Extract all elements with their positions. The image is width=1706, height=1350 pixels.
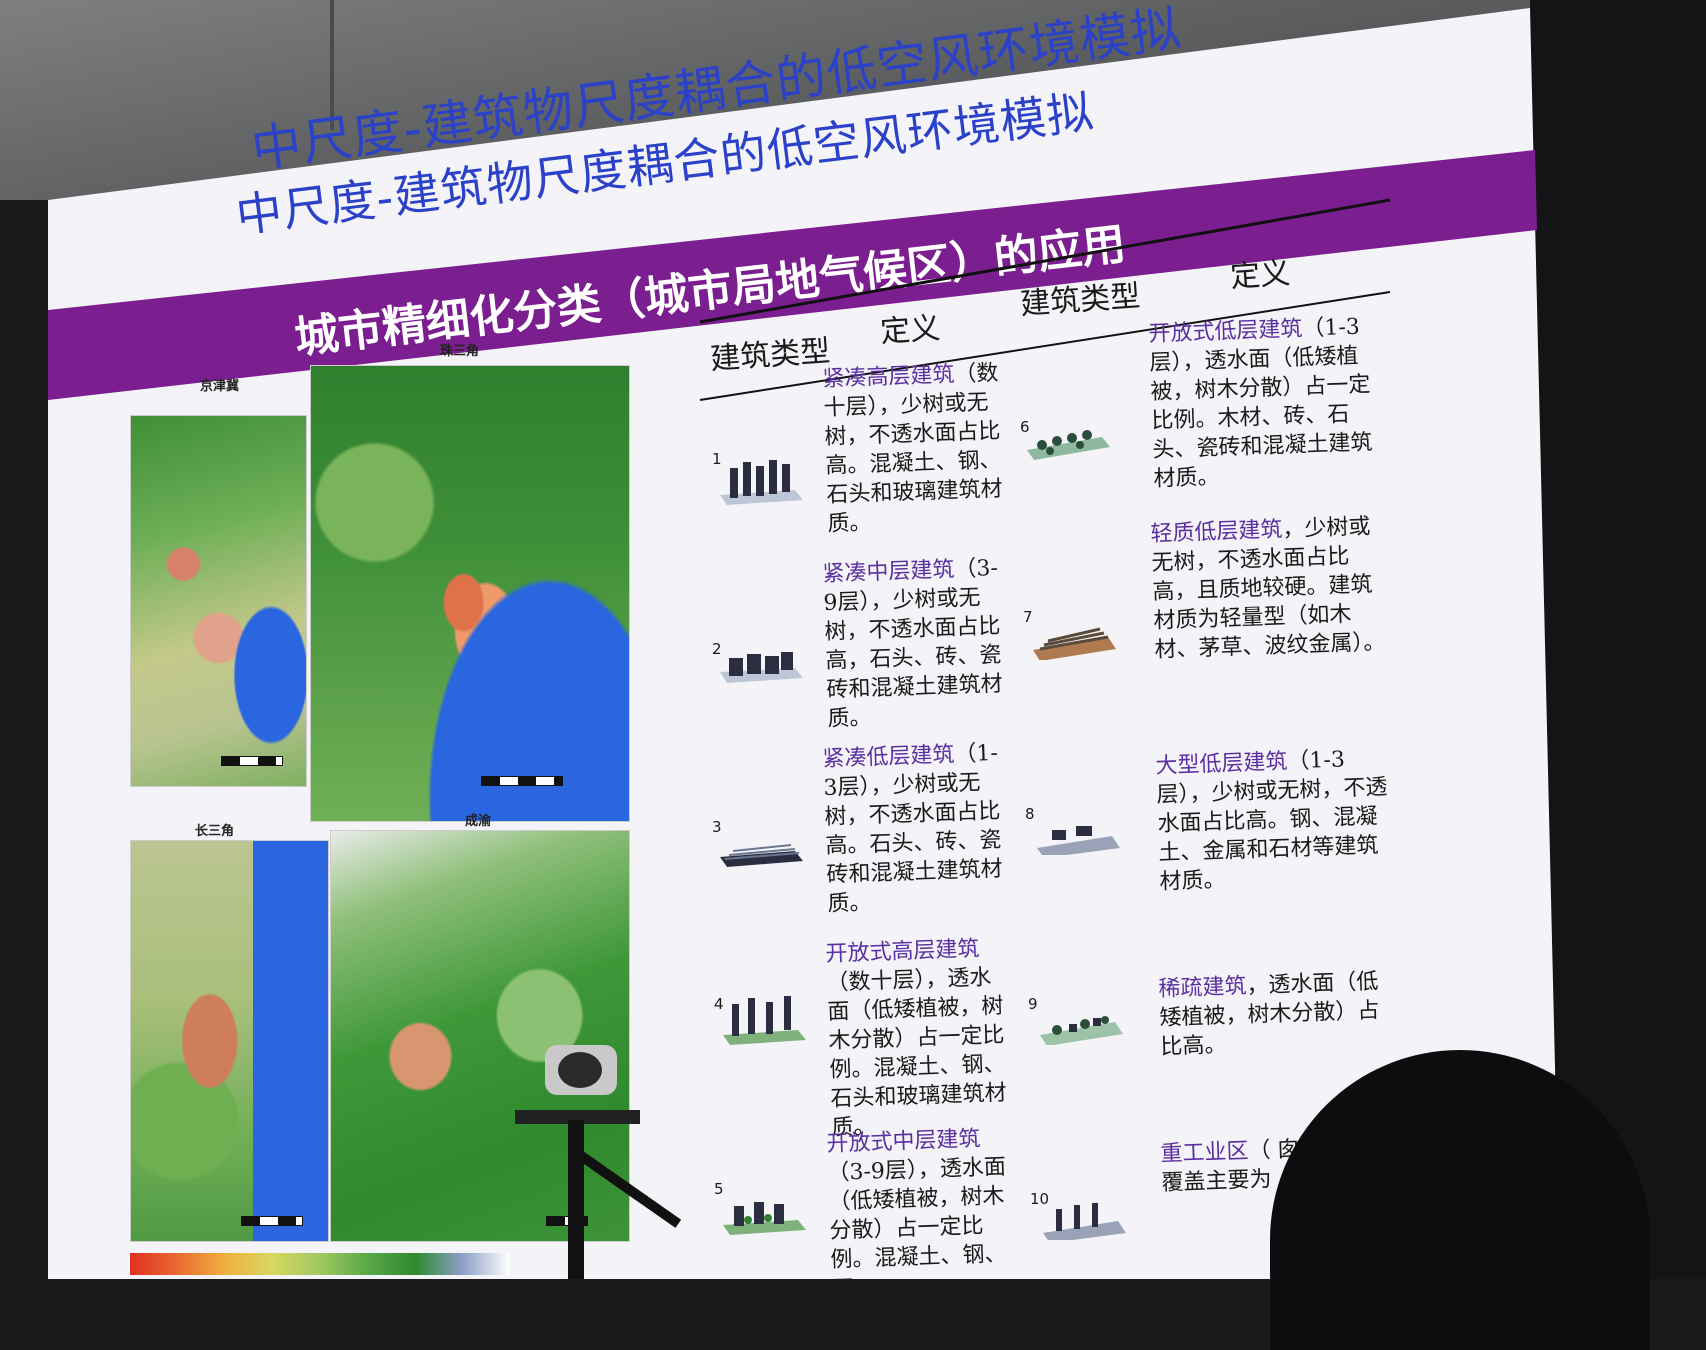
- row-definition: 大型低层建筑（1-3层），少树或无树，不透水面占比高。钢、混凝土、金属和石材等建…: [1155, 744, 1395, 897]
- ceiling-seam: [330, 0, 334, 130]
- row-number: 4: [714, 995, 724, 1013]
- scale-bar: [546, 1216, 588, 1226]
- row-text: （3-9层），透水面（低矮植被，树木分散）占一定比例。混凝土、钢、石: [827, 1154, 1007, 1302]
- row-keyword: 紧凑高层建筑: [822, 362, 955, 392]
- row-definition: 开放式高层建筑（数十层），透水面（低矮植被，树木分散）占一定比例。混凝土、钢、石…: [825, 934, 1017, 1143]
- row-number: 7: [1023, 608, 1033, 626]
- row-number: 6: [1020, 418, 1030, 436]
- map-label-zsj: 珠三角: [440, 344, 480, 359]
- map-label-csj: 长三角: [195, 824, 235, 839]
- map-cy: [330, 830, 630, 1242]
- header-def-left: 定义: [879, 310, 942, 351]
- map-label-cy: 成渝: [465, 814, 492, 829]
- row-definition: 开放式中层建筑（3-9层），透水面（低矮植被，树木分散）占一定比例。混凝土、钢、…: [826, 1124, 1017, 1304]
- lightweight-lowrise-icon: [1033, 627, 1116, 660]
- map-jjj: [130, 415, 307, 787]
- row-keyword: 开放式高层建筑: [825, 936, 980, 967]
- map-label-jjj: 京津冀: [200, 379, 240, 394]
- row-keyword: 轻质低层建筑: [1150, 517, 1283, 547]
- region-maps: 京津冀 珠三角 长三角 成渝: [130, 344, 650, 1275]
- compact-midrise-icon: [720, 652, 803, 683]
- camera-stand: [568, 1120, 584, 1279]
- map-zsj: [310, 365, 630, 822]
- row-keyword: 大型低层建筑: [1155, 749, 1288, 779]
- row-definition: 紧凑中层建筑（3-9层），少树或无树，不透水面占比高，石头、砖、瓷砖和混凝土建筑…: [822, 554, 1013, 734]
- row-keyword: 稀疏建筑: [1158, 973, 1247, 1002]
- legend-colorbar: [130, 1253, 510, 1275]
- row-definition: 紧凑低层建筑（1-3层），少树或无树，不透水面占比高。石头、砖、瓷砖和混凝土建筑…: [822, 739, 1013, 919]
- row-keyword: 重工业区: [1160, 1138, 1249, 1167]
- row-keyword: 开放式中层建筑: [826, 1126, 981, 1157]
- dark-wall: [1530, 0, 1706, 1279]
- camera-mount: [515, 1110, 640, 1124]
- row-number: 9: [1028, 995, 1038, 1013]
- row-keyword: 紧凑中层建筑: [822, 557, 955, 587]
- open-lowrise-icon: [1027, 430, 1110, 460]
- heavy-industry-icon: [1043, 1203, 1126, 1240]
- row-definition: 稀疏建筑，透水面（低矮植被，树木分散）占比高。: [1158, 967, 1396, 1062]
- row-number: 5: [714, 1180, 724, 1198]
- row-definition: 轻质低层建筑，少树或无树，不透水面占比高，且质地较硬。建筑材质为轻量型（如木材、…: [1150, 512, 1390, 665]
- compact-lowrise-icon: [720, 844, 803, 867]
- map-csj: [130, 840, 329, 1242]
- camera-lens: [558, 1052, 602, 1088]
- scale-bar: [481, 776, 563, 786]
- header-type-right: 建筑类型: [1019, 278, 1142, 323]
- row-number: 3: [712, 818, 722, 836]
- row-keyword: 紧凑低层建筑: [822, 742, 955, 772]
- open-midrise-icon: [723, 1202, 806, 1235]
- open-highrise-icon: [723, 996, 806, 1045]
- compact-highrise-icon: [720, 460, 803, 505]
- row-definition: 紧凑高层建筑（数十层），少树或无树，不透水面占比高。混凝土、钢、石头和玻璃建筑材…: [822, 359, 1013, 539]
- scale-bar: [241, 1216, 303, 1226]
- row-number: 10: [1030, 1190, 1050, 1208]
- row-number: 1: [712, 450, 722, 468]
- row-text: （数十层），透水面（低矮植被，树木分散）占一定比例。混凝土、钢、石头和玻璃建筑材…: [826, 965, 1007, 1141]
- row-keyword: 开放式低层建筑: [1148, 316, 1303, 347]
- row-number: 2: [712, 640, 722, 658]
- header-def-right: 定义: [1229, 255, 1292, 296]
- row-definition: 开放式低层建筑（1-3层），透水面（低矮植被，树木分散）占一定比例。木材、砖、石…: [1148, 312, 1389, 494]
- header-type-left: 建筑类型: [709, 333, 832, 378]
- large-lowrise-icon: [1037, 826, 1120, 855]
- scale-bar: [221, 756, 283, 766]
- sparse-buildings-icon: [1040, 1016, 1123, 1045]
- row-number: 8: [1025, 805, 1035, 823]
